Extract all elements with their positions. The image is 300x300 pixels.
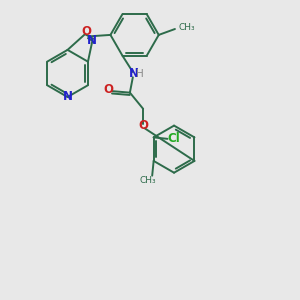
Text: O: O — [81, 25, 91, 38]
Text: H: H — [136, 69, 144, 79]
Text: CH₃: CH₃ — [179, 23, 195, 32]
Text: CH₃: CH₃ — [140, 176, 156, 185]
Text: N: N — [87, 34, 97, 46]
Text: N: N — [63, 91, 73, 103]
Text: O: O — [103, 83, 113, 97]
Text: Cl: Cl — [167, 132, 180, 145]
Text: N: N — [128, 67, 138, 80]
Text: O: O — [139, 119, 149, 132]
